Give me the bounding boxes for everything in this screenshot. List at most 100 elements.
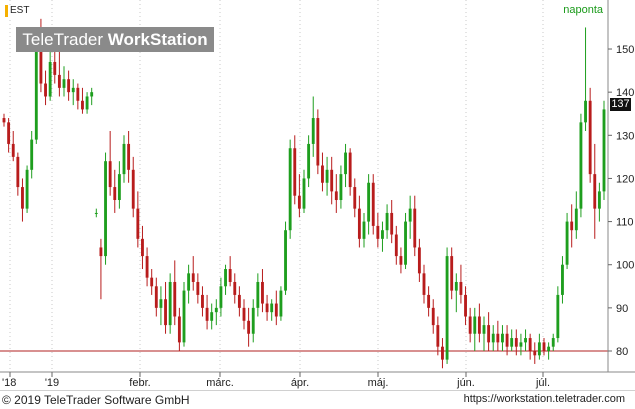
candle-body [551,338,555,347]
copyright-text: © 2019 TeleTrader Software GmbH [2,393,190,407]
candle-body [556,294,560,339]
candle-body [7,122,11,144]
candle-body [159,299,163,308]
candle-body [413,208,417,248]
x-axis: '18 '19 febr. márc. ápr. máj. jún. júl. [2,372,550,389]
candle-body [311,118,315,144]
candle-body [71,87,75,93]
candle-body [104,161,107,257]
candle-body [99,247,103,257]
symbol-label: EST [5,5,33,17]
candle-body [501,333,504,343]
candle-body [597,191,601,209]
candles [2,18,606,369]
y-tick-label: 130 [616,130,634,142]
y-tick-label: 110 [616,217,634,229]
candle-body [491,333,495,343]
interval-label[interactable]: naponta [563,4,603,16]
candle-body [284,230,287,291]
candle-body [450,256,454,291]
candle-body [334,191,338,201]
candle-body [113,187,117,201]
candle-body [21,187,24,209]
candle-body [381,230,384,239]
footer: © 2019 TeleTrader Software GmbH https://… [0,390,635,409]
candle-body [81,100,84,110]
candle-body [325,169,329,183]
x-tick-label: ápr. [291,377,309,389]
candle-body [547,346,551,351]
candle-body [90,92,94,97]
candle-body [330,169,334,192]
candle-body [487,325,491,343]
teletrader-watermark: TeleTrader WorkStation [16,27,214,52]
candle-body [30,139,34,170]
candle-body [302,178,306,209]
candle-body [422,273,426,295]
candle-body [210,312,214,321]
candle-body [219,286,223,308]
y-tick-label: 90 [616,303,628,315]
candle-body [44,83,47,97]
candle-body [496,333,500,343]
candle-body [251,307,255,334]
x-tick-label: '18 [2,377,16,389]
y-tick-label: 140 [616,87,634,99]
candle-body [136,208,140,239]
x-tick-label: febr. [129,377,150,389]
x-tick-label: jún. [456,377,475,389]
candle-body [357,208,361,239]
candle-body [464,294,467,317]
candle-body [270,303,274,313]
candle-body [122,143,126,175]
candle-body [274,303,278,317]
candle-body [574,208,578,231]
candle-body [441,346,444,360]
candle-body [127,143,131,170]
candle-body [224,269,227,287]
candle-body [279,290,283,317]
candle-body [514,338,518,347]
candle-body [53,61,57,75]
candle-body [150,277,154,287]
watermark-brand: WorkStation [107,30,208,49]
candle-body [265,303,269,313]
candle-body [117,174,121,201]
watermark-prefix: TeleTrader [22,30,104,49]
y-tick-label: 120 [616,173,634,185]
candle-body [584,100,587,123]
candle-body [436,325,440,347]
y-tick-label: 80 [616,346,628,358]
y-axis: 80 90 100 110 120 130 140 150 [608,44,634,358]
candle-body [417,247,421,274]
candle-body [367,182,371,222]
candle-body [57,74,61,88]
candle-body [519,342,523,347]
candle-body [473,316,477,334]
candle-body [316,118,320,166]
candle-body [339,174,343,201]
candle-body [371,182,375,226]
candle-body [454,281,458,291]
candle-body [177,316,181,343]
website-link[interactable]: https://workstation.teletrader.com [463,393,625,405]
candle-body [145,256,149,278]
candle-body [533,351,537,356]
candle-body [201,294,204,308]
candle-body [205,307,209,321]
candle-body [353,187,357,209]
candle-body [164,299,167,326]
candle-body [399,256,403,265]
candle-body [293,148,297,196]
candle-body [344,152,347,175]
candle-body [427,294,431,308]
candle-body [431,307,435,326]
candle-body [445,256,449,360]
candle-body [67,79,71,93]
candle-body [390,212,394,235]
candle-body [348,152,352,188]
x-tick-label: máj. [368,377,389,389]
candle-body [505,333,509,347]
candle-body [182,290,186,343]
